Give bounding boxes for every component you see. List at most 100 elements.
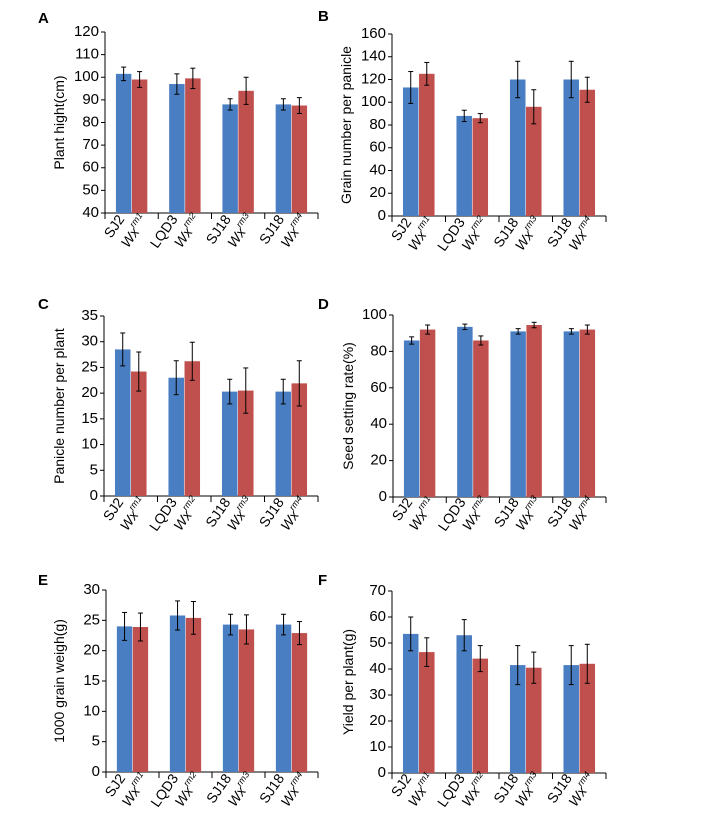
y-axis-label: Panicle number per plant: [51, 328, 67, 484]
bar: [275, 624, 292, 772]
panel-letter: F: [318, 572, 327, 589]
bar: [169, 84, 185, 213]
y-tick-label: 25: [81, 358, 98, 375]
mutant-superscript: rm4: [575, 214, 592, 232]
panel-b: B Grain number per panicle 0 20 40 60 80 100 120…: [318, 8, 607, 254]
mutant-superscript: rm2: [181, 211, 198, 229]
y-tick-label: 70: [82, 136, 99, 153]
bar: [222, 624, 239, 772]
y-tick-label: 50: [369, 634, 386, 651]
y-tick-label: 10: [369, 738, 386, 755]
y-tick-label: 100: [362, 306, 387, 323]
bar: [472, 658, 489, 773]
bar: [238, 390, 254, 496]
y-tick-label: 60: [369, 139, 386, 156]
y-axis-label: Yield per plant(g): [340, 629, 356, 735]
y-tick-label: 0: [90, 487, 98, 504]
bar: [168, 377, 184, 496]
mutant-superscript: rm4: [288, 770, 305, 788]
y-tick-label: 80: [369, 116, 386, 133]
bar: [402, 87, 419, 217]
y-tick-label: 20: [83, 642, 100, 659]
y-tick-label: 20: [369, 712, 386, 729]
y-tick-label: 90: [82, 91, 99, 108]
bar: [238, 90, 254, 213]
bar: [185, 617, 202, 772]
y-tick-label: 100: [74, 68, 99, 85]
y-tick-label: 40: [369, 161, 386, 178]
mutant-superscript: rm3: [234, 211, 251, 229]
y-tick-label: 25: [83, 611, 100, 628]
bar: [456, 635, 472, 773]
y-axis-label: Seed setting rate(%): [340, 342, 356, 470]
bar: [275, 104, 292, 213]
y-tick-label: 0: [379, 488, 387, 505]
y-axis-label: 1000 grain weigh(g): [51, 619, 67, 743]
bar: [115, 73, 132, 213]
bar: [114, 349, 131, 496]
y-tick-label: 100: [361, 93, 386, 110]
y-tick-label: 40: [370, 415, 387, 432]
y-tick-label: 40: [82, 204, 99, 221]
mutant-superscript: rm3: [235, 770, 252, 788]
bar: [275, 391, 291, 496]
y-axis-label: Grain number per panicle: [338, 46, 354, 204]
y-tick-label: 120: [74, 23, 99, 40]
bar: [131, 79, 148, 213]
bar: [579, 329, 596, 497]
bar: [509, 665, 526, 773]
bar: [473, 340, 489, 497]
bar: [419, 652, 435, 773]
mutant-superscript: rm1: [415, 214, 432, 232]
bar: [456, 115, 472, 216]
bar: [526, 325, 542, 497]
y-tick-label: 20: [370, 452, 387, 469]
y-tick-label: 5: [92, 733, 100, 750]
mutant-superscript: rm1: [127, 494, 144, 512]
mutant-superscript: rm3: [234, 494, 251, 512]
y-tick-label: 40: [369, 660, 386, 677]
y-tick-label: 0: [92, 763, 100, 780]
y-tick-label: 30: [81, 333, 98, 350]
y-tick-label: 20: [369, 184, 386, 201]
bar: [509, 79, 526, 216]
bar: [419, 73, 435, 216]
bar: [185, 78, 201, 213]
y-tick-label: 140: [361, 48, 386, 65]
bar: [457, 326, 473, 497]
y-tick-label: 120: [361, 70, 386, 87]
panel-letter: B: [318, 8, 329, 25]
bar: [403, 340, 420, 497]
y-tick-label: 5: [90, 461, 98, 478]
mutant-superscript: rm4: [288, 211, 305, 229]
bar: [402, 633, 419, 773]
panel-letter: C: [38, 296, 49, 313]
bar: [526, 667, 542, 773]
y-tick-label: 60: [369, 608, 386, 625]
y-tick-label: 160: [361, 25, 386, 42]
mutant-superscript: rm3: [522, 214, 539, 232]
mutant-superscript: rm2: [468, 214, 485, 232]
y-tick-label: 10: [83, 702, 100, 719]
bar: [510, 331, 526, 497]
y-tick-label: 10: [81, 436, 98, 453]
mutant-superscript: rm2: [182, 770, 199, 788]
mutant-superscript: rm1: [129, 770, 146, 788]
mutant-superscript: rm4: [287, 494, 304, 512]
y-tick-label: 60: [370, 379, 387, 396]
bar: [222, 104, 238, 213]
bar: [238, 629, 255, 772]
panel-letter: E: [38, 572, 48, 589]
bar: [131, 371, 147, 496]
bar: [579, 663, 596, 773]
y-tick-label: 80: [82, 113, 99, 130]
y-tick-label: 20: [81, 384, 98, 401]
bar: [563, 79, 579, 216]
bar: [579, 89, 596, 216]
